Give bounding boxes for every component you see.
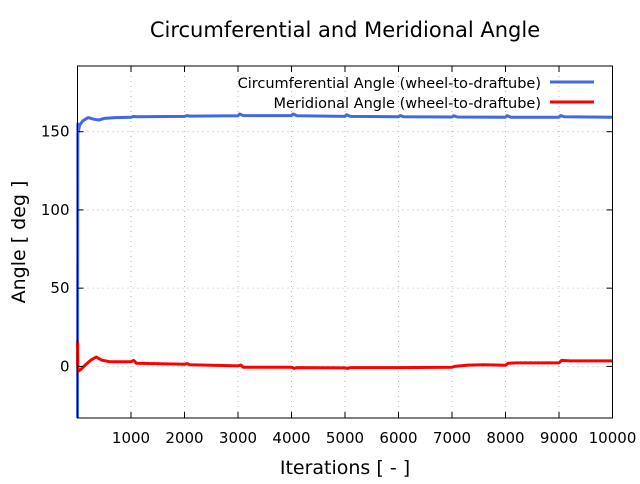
y-tick-label: 150 bbox=[41, 123, 70, 141]
x-tick-label: 1000 bbox=[112, 429, 150, 447]
series-line-0 bbox=[76, 112, 613, 419]
x-tick-label: 3000 bbox=[219, 429, 257, 447]
x-tick-label: 9000 bbox=[540, 429, 578, 447]
y-tick-label: 50 bbox=[50, 279, 69, 297]
x-tick-label: 7000 bbox=[433, 429, 471, 447]
x-tick-label: 5000 bbox=[326, 429, 364, 447]
legend-label-1: Meridional Angle (wheel-to-draftube) bbox=[273, 96, 541, 112]
grid bbox=[77, 66, 613, 418]
x-tick-label: 2000 bbox=[165, 429, 203, 447]
axis-ticks: 1000 2000 3000 4000 5000 6000 7000 8000 9000 1000… bbox=[41, 66, 637, 447]
x-tick-label: 8000 bbox=[486, 429, 524, 447]
y-tick-label: 100 bbox=[41, 201, 70, 219]
x-tick-label: 6000 bbox=[379, 429, 417, 447]
x-tick-label: 10000 bbox=[589, 429, 637, 447]
x-tick-label: 4000 bbox=[272, 429, 310, 447]
y-axis-label: Angle [ deg ] bbox=[8, 181, 30, 304]
series-group bbox=[76, 112, 613, 419]
legend: Circumferential Angle (wheel-to-draftube… bbox=[238, 76, 594, 112]
legend-label-0: Circumferential Angle (wheel-to-draftube… bbox=[238, 76, 541, 92]
series-line-1 bbox=[76, 341, 613, 373]
x-axis-label: Iterations [ - ] bbox=[280, 457, 410, 479]
chart-title: Circumferential and Meridional Angle bbox=[150, 18, 540, 42]
y-tick-label: 0 bbox=[60, 357, 70, 375]
